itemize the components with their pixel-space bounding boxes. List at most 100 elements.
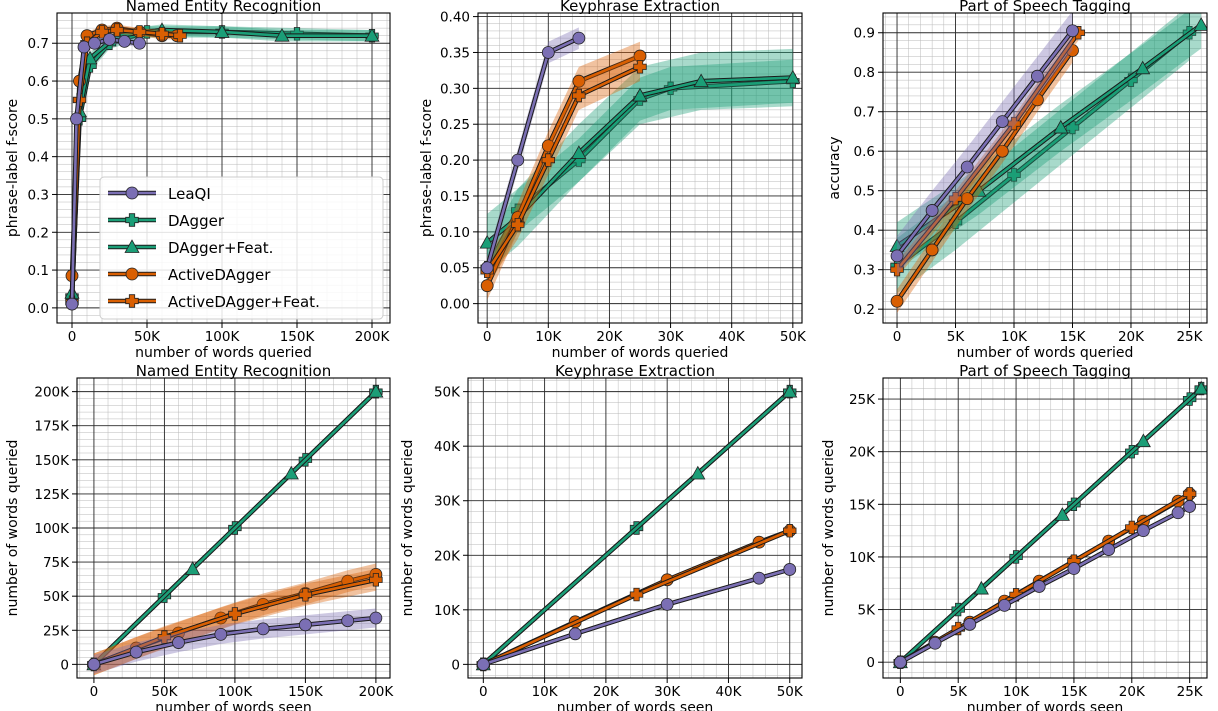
series-line [895,49,1074,303]
data-point [103,33,116,46]
data-point [283,465,299,480]
chart-title: Part of Speech Tagging [959,362,1131,380]
y-tick-label: 0.40 [440,10,470,26]
y-tick-label: 0.9 [854,26,875,42]
y-tick-label: 0.5 [854,184,875,200]
data-point [890,294,904,308]
x-axis-label: number of words seen [967,700,1124,711]
data-point [129,645,143,659]
data-point [693,73,709,88]
data-point [1135,60,1151,75]
x-tick-label: 5K [947,329,966,345]
data-point [480,279,494,293]
data-point [629,587,644,602]
y-tick-label: 175K [34,419,70,435]
data-point [1032,580,1046,593]
legend-item: DAgger+Feat. [108,239,273,257]
data-point [541,46,555,59]
x-tick-label: 50K [151,684,178,700]
x-tick-label: 25K [1177,684,1204,700]
plot-frame [477,12,803,324]
y-tick-label: 0.15 [440,189,470,205]
data-point [125,267,139,281]
series-activedagger [890,38,1079,314]
y-tick-label: 0.20 [440,153,470,169]
data-point [1067,562,1081,575]
y-tick-label: 0.00 [440,297,470,313]
x-tick-label: 15K [1059,329,1086,345]
data-point [369,611,383,625]
data-point [1053,119,1069,134]
plot-frame [882,377,1208,679]
series-leaqi [480,27,586,279]
x-tick-label: 20K [596,329,623,345]
data-point [633,60,647,74]
data-point [782,383,798,398]
y-axis-label: phrase-label f-score [419,99,435,237]
legend-label: DAgger+Feat. [168,239,273,257]
y-tick-label: 50K [434,385,461,401]
data-point [690,465,706,480]
data-point [274,27,290,42]
x-tick-label: 5K [949,684,968,700]
legend-label: LeaQI [168,185,211,203]
data-point [298,588,313,602]
y-tick-label: 25K [43,623,70,639]
data-point [890,262,904,277]
series-dagger-feat [892,380,1207,669]
data-point [925,204,939,217]
data-point [541,153,556,167]
y-tick-label: 0.8 [854,65,875,81]
data-point [88,36,101,50]
y-tick-label: 50K [43,589,70,605]
data-point [893,655,907,669]
y-tick-label: 0.5 [28,112,49,128]
y-tick-label: 150K [34,453,70,469]
data-point [511,153,525,167]
data-point [632,87,648,102]
y-tick-label: 20K [849,445,876,461]
grid [77,378,390,678]
data-point [118,34,131,48]
x-tick-label: 100K [205,329,241,345]
data-point [1054,507,1070,521]
series-layer [64,21,380,311]
y-tick-label: 25K [849,392,876,408]
x-tick-label: 15K [1061,684,1088,700]
data-point [228,607,242,621]
data-point [995,115,1009,128]
x-tick-label: 0 [479,684,488,700]
y-tick-label: 0.4 [854,223,875,239]
chart-panel: 0 10K 20K 30K 40K 50K 0.00 0.05 0.10 0.15 0.20 0.25… [419,0,807,361]
y-tick-label: 0 [60,657,69,673]
confidence-band [72,24,372,299]
data-point [155,27,169,41]
data-point [1183,500,1197,513]
x-tick-label: 40K [715,684,742,700]
series-leaqi [87,608,383,674]
x-tick-label: 0 [483,329,492,345]
series-line [93,616,377,666]
data-point [571,145,587,159]
plot-frame [76,377,391,679]
y-tick-label: 0.1 [28,263,49,279]
data-point [124,239,140,253]
x-tick-label: 0 [68,329,77,345]
y-tick-label: 0.0 [28,301,49,317]
y-tick-label: 75K [43,555,70,571]
data-point [783,524,797,538]
x-tick-label: 20K [593,684,620,700]
series-activedagger-feat [87,568,383,676]
series-leaqi [476,563,797,671]
y-tick-label: 15K [849,497,876,513]
x-tick-label: 50K [134,329,161,345]
x-tick-label: 10K [532,684,559,700]
data-point [890,249,904,263]
series-dagger-feat [889,13,1207,270]
data-point [783,563,797,576]
data-point [133,36,146,50]
y-axis-label: number of words queried [821,440,837,617]
y-tick-label: 0.7 [854,105,875,121]
series-line [482,568,791,666]
y-axis-label: accuracy [827,136,843,199]
